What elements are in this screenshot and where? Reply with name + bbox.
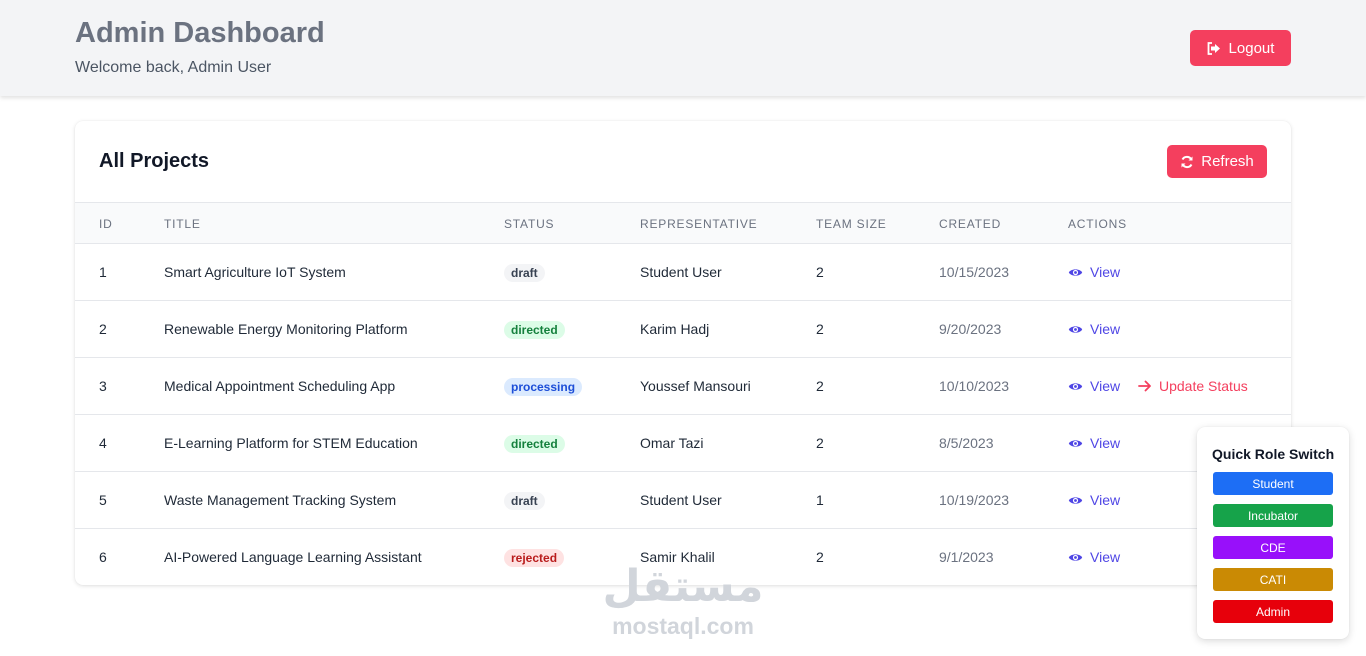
cell-created: 10/15/2023 [939, 264, 1010, 280]
view-label: View [1090, 549, 1121, 565]
table-row: 5 Waste Management Tracking System Student… [75, 472, 1291, 529]
column-header-id: ID [99, 217, 113, 231]
role-button-cati[interactable]: CATI [1213, 568, 1333, 591]
cell-representative: Omar Tazi [640, 435, 704, 451]
cell-title: Waste Management Tracking System [164, 492, 397, 508]
role-button-admin[interactable]: Admin [1213, 600, 1333, 623]
status-badge: directed [504, 321, 565, 339]
arrow-right-icon [1138, 380, 1151, 392]
view-link[interactable]: View [1068, 321, 1120, 337]
view-label: View [1090, 264, 1121, 280]
cell-team-size: 2 [816, 549, 824, 565]
role-button-incubator[interactable]: Incubator [1213, 504, 1333, 527]
view-link[interactable]: View [1068, 492, 1120, 508]
column-header-created: CREATED [939, 217, 1002, 231]
eye-icon [1068, 439, 1083, 447]
logout-button[interactable]: Logout [1190, 30, 1291, 66]
view-label: View [1090, 492, 1121, 508]
view-label: View [1090, 435, 1121, 451]
quick-role-switch-panel: Quick Role Switch Student Incubator CDE CAT… [1197, 427, 1349, 639]
view-link[interactable]: View [1068, 549, 1120, 565]
refresh-label: Refresh [1201, 153, 1254, 170]
watermark: مستقل mostaql.com [600, 562, 766, 640]
page-title: Admin Dashboard [75, 17, 325, 49]
cell-created: 9/1/2023 [939, 549, 994, 565]
view-link[interactable]: View [1068, 378, 1120, 394]
cell-title: Renewable Energy Monitoring Platform [164, 321, 408, 337]
cell-title: E-Learning Platform for STEM Education [164, 435, 418, 451]
page-header: Admin Dashboard Welcome back, Admin User… [0, 0, 1366, 96]
cell-id: 1 [99, 264, 107, 280]
status-badge: directed [504, 435, 565, 453]
cell-title: AI-Powered Language Learning Assistant [164, 549, 422, 565]
table-row: 4 E-Learning Platform for STEM Education O… [75, 415, 1291, 472]
cell-id: 6 [99, 549, 107, 565]
eye-icon [1068, 268, 1083, 276]
cell-team-size: 2 [816, 378, 824, 394]
watermark-latin: mostaql.com [612, 613, 754, 639]
cell-title: Medical Appointment Scheduling App [164, 378, 396, 394]
role-button-cde[interactable]: CDE [1213, 536, 1333, 559]
cell-id: 5 [99, 492, 107, 508]
cell-created: 9/20/2023 [939, 321, 1002, 337]
watermark-arabic: مستقل [602, 561, 764, 612]
sign-out-icon [1207, 41, 1220, 55]
column-header-title: TITLE [164, 217, 201, 231]
eye-icon [1068, 382, 1083, 390]
view-link[interactable]: View [1068, 264, 1120, 280]
column-header-team-size: TEAM SIZE [816, 217, 887, 231]
table-row: 3 Medical Appointment Scheduling App Youss… [75, 358, 1291, 415]
cell-id: 2 [99, 321, 107, 337]
update-status-label: Update Status [1159, 378, 1248, 394]
cell-team-size: 1 [816, 492, 824, 508]
cell-team-size: 2 [816, 321, 824, 337]
table-row: 6 AI-Powered Language Learning Assistant S… [75, 529, 1291, 585]
column-header-representative: REPRESENTATIVE [640, 217, 758, 231]
cell-representative: Student User [640, 264, 722, 280]
cell-id: 3 [99, 378, 107, 394]
projects-card: All Projects Refresh ID TITLE STATUS REP… [75, 121, 1291, 585]
status-badge: draft [504, 264, 545, 282]
status-badge: processing [504, 378, 583, 396]
cell-team-size: 2 [816, 435, 824, 451]
update-status-link[interactable]: Update Status [1138, 378, 1248, 394]
view-label: View [1090, 378, 1121, 394]
cell-representative: Samir Khalil [640, 549, 715, 565]
table-row: 2 Renewable Energy Monitoring Platform Kar… [75, 301, 1291, 358]
refresh-button[interactable]: Refresh [1167, 145, 1267, 178]
status-badge: draft [504, 492, 545, 510]
cell-created: 8/5/2023 [939, 435, 994, 451]
table-header: ID TITLE STATUS REPRESENTATIVE TEAM SIZE… [75, 202, 1291, 244]
logout-label: Logout [1228, 39, 1275, 57]
role-switch-title: Quick Role Switch [1212, 446, 1335, 462]
cell-representative: Youssef Mansouri [640, 378, 751, 394]
eye-icon [1068, 496, 1083, 504]
role-button-student[interactable]: Student [1213, 472, 1333, 495]
cell-title: Smart Agriculture IoT System [164, 264, 346, 280]
projects-title: All Projects [99, 150, 210, 172]
welcome-message: Welcome back, Admin User [75, 59, 272, 76]
eye-icon [1068, 553, 1083, 561]
cell-representative: Karim Hadj [640, 321, 710, 337]
cell-created: 10/19/2023 [939, 492, 1010, 508]
column-header-actions: ACTIONS [1068, 217, 1127, 231]
column-header-status: STATUS [504, 217, 555, 231]
view-link[interactable]: View [1068, 435, 1120, 451]
cell-created: 10/10/2023 [939, 378, 1010, 394]
eye-icon [1068, 325, 1083, 333]
table-row: 1 Smart Agriculture IoT System Student Use… [75, 244, 1291, 301]
cell-representative: Student User [640, 492, 722, 508]
view-label: View [1090, 321, 1121, 337]
cell-id: 4 [99, 435, 107, 451]
status-badge: rejected [504, 549, 565, 567]
sync-icon [1181, 155, 1193, 168]
cell-team-size: 2 [816, 264, 824, 280]
